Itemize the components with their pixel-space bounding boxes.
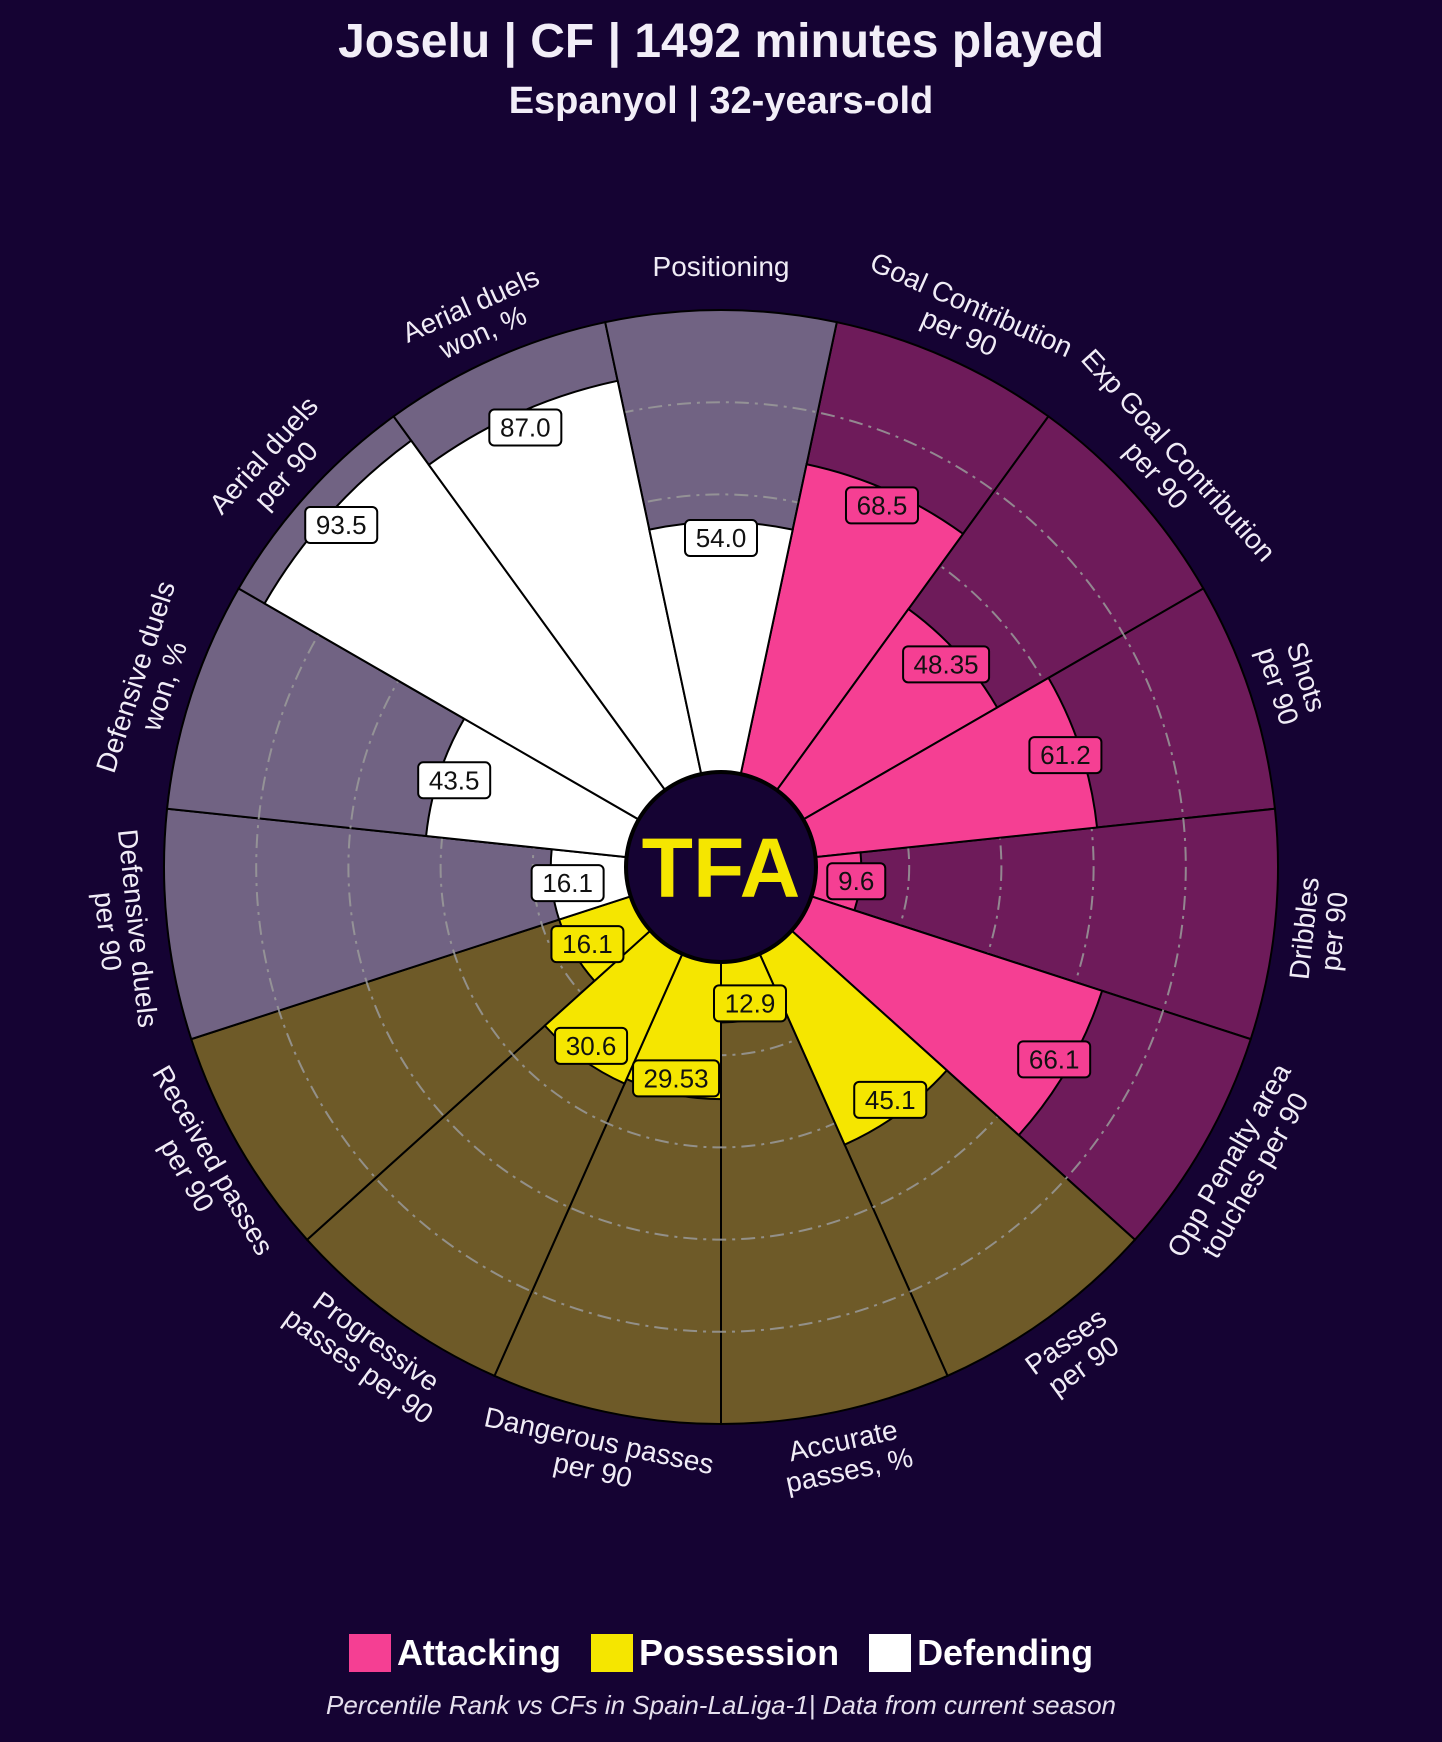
legend-label-attacking: Attacking (396, 1632, 561, 1673)
value-label-box (417, 761, 492, 800)
value-label-text: 66.1 (1029, 1044, 1080, 1074)
value-label-box (488, 408, 563, 447)
legend-label-defending: Defending (917, 1632, 1094, 1673)
param-label: Accuratepasses, % (777, 1412, 916, 1499)
value-label-text: 43.5 (429, 765, 480, 795)
grid-circle (347, 493, 1095, 1241)
value-label: 54.0 (684, 519, 758, 558)
value-label-text: 16.1 (562, 929, 613, 959)
value-wedges (263, 379, 1104, 1146)
value-label: 45.1 (853, 1080, 928, 1119)
param-label-line: Positioning (653, 251, 790, 282)
value-wedge (802, 676, 1099, 859)
grid-circle (255, 401, 1187, 1333)
value-label-text: 9.6 (838, 866, 874, 896)
param-label: Positioning (653, 251, 790, 282)
value-label: 66.1 (1017, 1040, 1092, 1079)
value-label-box (1028, 736, 1103, 775)
legend-swatch-attacking (348, 1634, 391, 1672)
value-label-box (902, 645, 991, 684)
value-label-text: 68.5 (857, 490, 908, 520)
param-label: Dribblesper 90 (1284, 876, 1355, 985)
value-label-text: 61.2 (1040, 740, 1091, 770)
value-label-box (304, 506, 379, 545)
value-label-text: 93.5 (316, 510, 367, 540)
value-label: 30.6 (554, 1026, 629, 1065)
value-label: 16.1 (550, 925, 625, 964)
value-label-text: 45.1 (865, 1085, 916, 1115)
center-logo: TFA (626, 772, 816, 962)
value-wedge (739, 463, 965, 791)
value-label-text: 48.35 (914, 649, 979, 679)
value-label: 12.9 (712, 984, 787, 1023)
value-label: 9.6 (826, 862, 887, 901)
param-label: Defensive duelsper 90 (82, 828, 163, 1033)
legend-swatch-possession (590, 1634, 633, 1672)
value-wedge (427, 379, 703, 791)
value-label: 43.5 (417, 761, 492, 800)
value-label-box (684, 519, 758, 558)
value-label-text: 87.0 (500, 413, 551, 443)
value-label-box (550, 925, 625, 964)
value-label: 61.2 (1028, 736, 1103, 775)
value-label: 16.1 (530, 864, 605, 903)
legend-item-possession: Possession (590, 1632, 840, 1674)
grid-circle (439, 585, 1003, 1149)
legend-label-possession: Possession (638, 1632, 840, 1673)
value-label: 29.53 (632, 1059, 721, 1098)
value-label-text: 29.53 (644, 1063, 709, 1093)
value-label: 87.0 (488, 408, 563, 447)
legend-item-defending: Defending (869, 1632, 1093, 1674)
footnote: Percentile Rank vs CFs in Spain-LaLiga-1… (325, 1690, 1116, 1720)
value-label: 93.5 (304, 506, 379, 545)
param-label: Shotsper 90 (1251, 634, 1334, 728)
value-label-box (826, 862, 887, 901)
value-label: 68.5 (844, 486, 919, 525)
chart-title: Joselu | CF | 1492 minutes played (338, 15, 1104, 68)
value-label-box (853, 1080, 928, 1119)
chart-subtitle: Espanyol | 32-years-old (508, 80, 934, 122)
value-label-box (1017, 1040, 1092, 1079)
value-label-box (530, 864, 605, 903)
legend: Attacking Possession Defending (0, 1632, 1442, 1674)
value-label-box (554, 1026, 629, 1065)
value-labels: 68.5 48.35 61.2 9.6 66.1 45.1 12.9 29.53 30.6 16.… (304, 408, 1103, 1119)
legend-item-attacking: Attacking (348, 1632, 561, 1674)
legend-swatch-defending (869, 1634, 912, 1672)
center-disc (626, 772, 816, 962)
value-label-text: 16.1 (542, 868, 593, 898)
tfa-logo: TFA (642, 821, 801, 915)
value-label: 48.35 (902, 645, 991, 684)
value-label-text: 54.0 (696, 523, 747, 553)
value-label-text: 30.6 (566, 1031, 617, 1061)
value-label-box (844, 486, 919, 525)
value-label-box (712, 984, 787, 1023)
value-label-text: 12.9 (725, 988, 776, 1018)
value-label-box (632, 1059, 721, 1098)
